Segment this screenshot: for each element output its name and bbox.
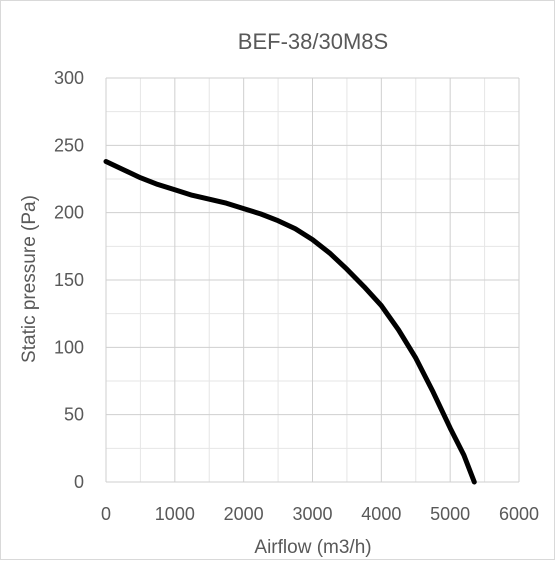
y-tick-label: 0 [74,472,84,492]
x-tick-label: 5000 [430,504,470,524]
y-tick-label: 200 [54,203,84,223]
x-tick-label: 0 [101,504,111,524]
y-tick-label: 250 [54,135,84,155]
y-axis-title: Static pressure (Pa) [19,195,40,363]
tick-layer: 0 1000 2000 3000 4000 5000 6000 0 50 100 150 200 250… [54,68,539,524]
grid-layer [105,77,520,483]
y-tick-label: 150 [54,270,84,290]
y-tick-label: 100 [54,337,84,357]
x-tick-label: 2000 [224,504,264,524]
x-tick-label: 4000 [361,504,401,524]
x-tick-label: 1000 [155,504,195,524]
series-layer [103,159,477,485]
x-tick-label: 6000 [499,504,539,524]
chart-title: BEF-38/30M8S [238,29,388,54]
y-tick-label: 50 [64,405,84,425]
x-tick-label: 3000 [292,504,332,524]
x-axis-title: Airflow (m3/h) [254,537,371,558]
y-tick-label: 300 [54,68,84,88]
series-line [103,159,477,485]
